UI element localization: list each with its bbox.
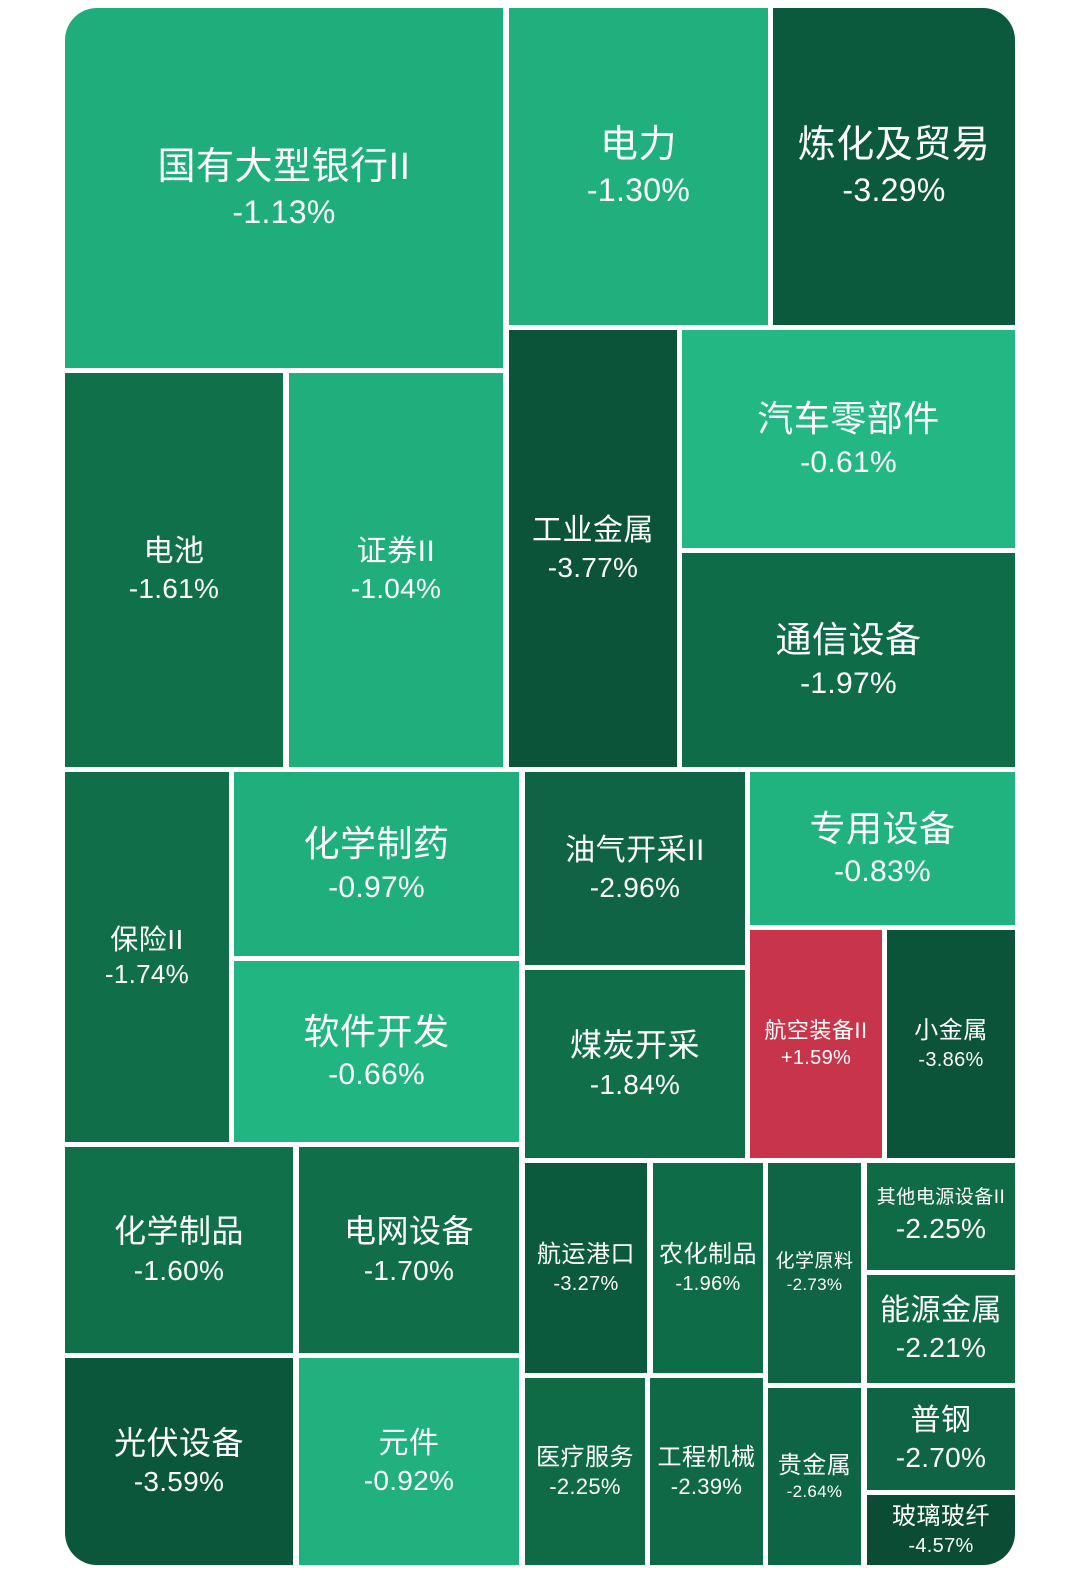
tile-label: 煤炭开采 [569, 1027, 700, 1063]
tile-change: -2.64% [786, 1482, 843, 1502]
tile-change: -1.60% [133, 1254, 225, 1286]
tile-change: -1.61% [128, 573, 220, 605]
tile-change: -2.21% [895, 1332, 987, 1364]
tile-change: -2.70% [895, 1442, 987, 1474]
tile-change: -4.57% [908, 1534, 974, 1557]
tile-label: 专用设备 [809, 807, 956, 849]
tile-change: -3.29% [842, 172, 946, 209]
tile-general-steel[interactable]: 普钢 -2.70% [867, 1388, 1015, 1490]
tile-change: -1.04% [350, 573, 442, 605]
tile-chemical-raw-materials[interactable]: 化学原料 -2.73% [768, 1163, 861, 1383]
tile-change: -0.83% [834, 855, 931, 889]
tile-medical-services[interactable]: 医疗服务 -2.25% [525, 1378, 645, 1565]
tile-change: -2.96% [589, 871, 681, 903]
tile-change: -3.86% [918, 1048, 984, 1071]
tile-label: 贵金属 [777, 1451, 852, 1479]
tile-energy-metals[interactable]: 能源金属 -2.21% [867, 1275, 1015, 1383]
tile-aviation-equipment[interactable]: 航空装备II +1.59% [750, 930, 882, 1158]
tile-label: 光伏设备 [113, 1424, 244, 1461]
tile-change: -0.66% [328, 1058, 425, 1092]
tile-industrial-metals[interactable]: 工业金属 -3.77% [509, 330, 677, 767]
tile-minor-metals[interactable]: 小金属 -3.86% [887, 930, 1015, 1158]
tile-label: 汽车零部件 [757, 398, 940, 440]
tile-label: 化学制品 [113, 1213, 244, 1249]
tile-label: 电池 [143, 535, 205, 569]
sector-treemap: 国有大型银行II -1.13% 电力 -1.30% 炼化及贸易 -3.29% 工… [65, 8, 1015, 1565]
tile-label: 化学原料 [775, 1250, 854, 1272]
tile-agrochemicals[interactable]: 农化制品 -1.96% [653, 1163, 763, 1373]
tile-components[interactable]: 元件 -0.92% [299, 1358, 519, 1565]
tile-label: 软件开发 [303, 1010, 450, 1052]
tile-label: 保险II [110, 923, 184, 955]
tile-large-state-banks[interactable]: 国有大型银行II -1.13% [65, 8, 503, 368]
tile-auto-parts[interactable]: 汽车零部件 -0.61% [682, 330, 1015, 548]
tile-label: 农化制品 [659, 1241, 757, 1269]
tile-label: 电力 [599, 124, 677, 166]
tile-change: -0.97% [328, 870, 425, 904]
tile-pv-equipment[interactable]: 光伏设备 -3.59% [65, 1358, 293, 1565]
tile-change: -2.39% [670, 1473, 743, 1499]
tile-glass-fiber[interactable]: 玻璃玻纤 -4.57% [867, 1495, 1015, 1565]
tile-change: -2.73% [786, 1275, 843, 1295]
tile-refining-trading[interactable]: 炼化及贸易 -3.29% [773, 8, 1015, 325]
tile-change: -1.30% [586, 172, 691, 209]
tile-label: 能源金属 [880, 1294, 1002, 1328]
tile-chemical-products[interactable]: 化学制品 -1.60% [65, 1147, 293, 1353]
tile-label: 玻璃玻纤 [892, 1503, 990, 1531]
tile-label: 证券II [356, 535, 436, 569]
tile-label: 化学制药 [303, 823, 450, 865]
tile-label: 油气开采II [565, 833, 705, 867]
tile-change: -0.61% [800, 445, 897, 479]
tile-label: 航运港口 [537, 1241, 635, 1269]
tile-oil-gas-extraction[interactable]: 油气开采II -2.96% [525, 772, 745, 965]
tile-change: -2.25% [549, 1473, 621, 1499]
tile-label: 小金属 [914, 1017, 988, 1045]
tile-label: 元件 [378, 1426, 440, 1460]
tile-change: -1.13% [232, 193, 336, 230]
tile-shipping-ports[interactable]: 航运港口 -3.27% [525, 1163, 647, 1373]
tile-change: -1.97% [800, 666, 897, 700]
tile-change: -1.74% [104, 959, 190, 990]
tile-construction-machinery[interactable]: 工程机械 -2.39% [650, 1378, 763, 1565]
tile-label: 工程机械 [657, 1443, 756, 1471]
tile-software-development[interactable]: 软件开发 -0.66% [234, 961, 519, 1142]
tile-change: -1.70% [363, 1254, 455, 1286]
tile-label: 通信设备 [775, 619, 922, 661]
tile-telecom-equipment[interactable]: 通信设备 -1.97% [682, 553, 1015, 767]
tile-label: 国有大型银行II [157, 145, 411, 188]
tile-coal-mining[interactable]: 煤炭开采 -1.84% [525, 970, 745, 1158]
tile-change: -2.25% [895, 1212, 987, 1244]
tile-grid-equipment[interactable]: 电网设备 -1.70% [299, 1147, 519, 1353]
tile-securities[interactable]: 证券II -1.04% [289, 373, 503, 767]
tile-change: -0.92% [363, 1464, 455, 1496]
tile-label: 航空装备II [764, 1017, 868, 1043]
tile-power[interactable]: 电力 -1.30% [509, 8, 768, 325]
tile-chemical-pharma[interactable]: 化学制药 -0.97% [234, 772, 519, 956]
tile-precious-metals[interactable]: 贵金属 -2.64% [768, 1388, 861, 1565]
tile-label: 其他电源设备II [876, 1186, 1006, 1208]
tile-change: -3.27% [553, 1272, 619, 1295]
tile-insurance[interactable]: 保险II -1.74% [65, 772, 229, 1142]
tile-label: 医疗服务 [536, 1443, 634, 1471]
tile-label: 普钢 [910, 1404, 972, 1438]
tile-change: -1.96% [675, 1272, 741, 1295]
tile-change: -3.77% [547, 551, 639, 583]
tile-other-power-equipment[interactable]: 其他电源设备II -2.25% [867, 1163, 1015, 1270]
tile-label: 电网设备 [343, 1213, 474, 1249]
tile-change: -1.84% [589, 1068, 681, 1100]
tile-label: 炼化及贸易 [797, 124, 991, 166]
tile-batteries[interactable]: 电池 -1.61% [65, 373, 283, 767]
tile-change: +1.59% [780, 1047, 852, 1070]
tile-change: -3.59% [133, 1466, 225, 1498]
tile-special-equipment[interactable]: 专用设备 -0.83% [750, 772, 1015, 925]
tile-label: 工业金属 [532, 513, 654, 547]
